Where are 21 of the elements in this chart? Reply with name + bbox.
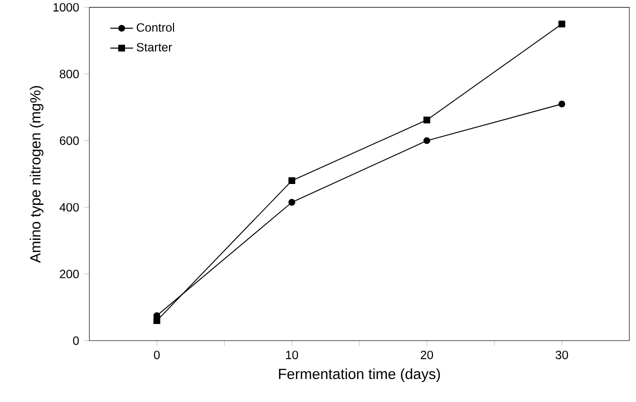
point: [288, 177, 296, 184]
x-tick-label: 20: [420, 350, 434, 360]
point: [423, 116, 430, 124]
x-tick-label: 30: [556, 350, 568, 360]
point: [423, 137, 430, 144]
y-tick-label: 800: [60, 70, 79, 78]
point: [558, 20, 566, 28]
y-tick-label: 1000: [54, 3, 79, 12]
point: [558, 100, 566, 108]
y-tick-label: 400: [60, 203, 79, 212]
legend-label: Starter: [136, 42, 172, 52]
x-axis-title: Fermentation time (days): [279, 368, 440, 382]
y-tick-label: 0: [73, 336, 79, 345]
x-tick-label: 0: [154, 350, 160, 360]
y-tick-label: 600: [60, 136, 79, 145]
point: [153, 317, 160, 324]
y-tick-label: 200: [60, 270, 79, 278]
x-tick-label: 10: [286, 350, 298, 360]
y-axis-title: Amino type nitrogen (mg%): [30, 86, 44, 263]
point: [288, 198, 296, 206]
legend-label: Control: [136, 22, 174, 32]
